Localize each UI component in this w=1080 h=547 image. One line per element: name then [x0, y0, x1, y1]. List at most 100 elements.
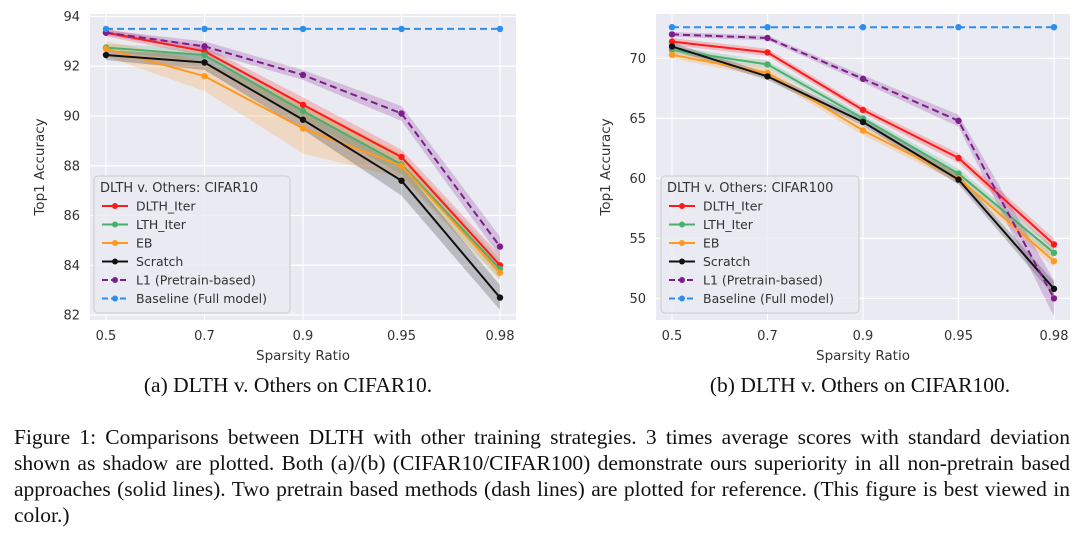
legend-title: DLTH v. Others: CIFAR10 — [100, 181, 258, 196]
data-point — [955, 176, 962, 183]
data-point — [764, 49, 771, 56]
x-tick-label: 0.95 — [387, 329, 416, 344]
data-point — [299, 71, 307, 79]
y-axis-label: Top1 Accuracy — [598, 118, 614, 216]
data-point — [1050, 258, 1058, 265]
x-tick-label: 0.7 — [757, 329, 778, 344]
chart-subtitle: (b) DLTH v. Others on CIFAR100. — [710, 373, 1010, 397]
x-tick-label: 0.98 — [486, 329, 515, 344]
data-point — [102, 45, 110, 53]
legend-marker — [679, 240, 685, 246]
chart-panel-b: 0.5 0.7 0.9 0.95 0.98 50 55 60 65 70 Sparsity Rati… — [598, 14, 1070, 397]
data-point — [764, 61, 771, 68]
x-tick-label: 0.7 — [194, 329, 215, 344]
y-tick-label: 88 — [63, 159, 80, 174]
data-point — [496, 294, 504, 301]
data-point — [496, 243, 504, 250]
legend-box — [660, 175, 860, 314]
chart-panel-a: 0.5 0.7 0.9 0.95 0.98 82 84 86 88 90 92 94 Sparsity … — [32, 10, 516, 397]
x-axis-label: Sparsity Ratio — [256, 348, 350, 364]
legend-label: EB — [703, 236, 719, 251]
data-point — [859, 106, 867, 114]
legend-label: Scratch — [703, 254, 750, 269]
data-point — [398, 153, 405, 161]
x-axis-label: Sparsity Ratio — [816, 348, 910, 364]
legend-label: DLTH_Iter — [703, 199, 763, 214]
legend-label: DLTH_Iter — [136, 199, 196, 214]
legend-marker — [112, 258, 118, 265]
data-point — [859, 118, 867, 126]
data-point — [764, 34, 771, 42]
y-tick-label: 50 — [629, 292, 646, 307]
data-point — [955, 117, 962, 125]
y-axis-label: Top1 Accuracy — [32, 118, 48, 216]
data-point — [102, 51, 110, 59]
x-tick-label: 0.5 — [96, 329, 117, 344]
legend-label: Baseline (Full model) — [136, 291, 267, 306]
y-tick-label: 86 — [63, 209, 80, 224]
legend: DLTH v. Others: CIFAR10 DLTH_Iter LTH_Iter… — [93, 175, 291, 314]
x-tick-label: 0.5 — [662, 329, 683, 344]
legend-marker — [679, 203, 685, 209]
data-point — [398, 110, 405, 117]
legend-label: LTH_Iter — [136, 217, 187, 232]
legend-marker — [112, 277, 118, 283]
x-tick-label: 0.9 — [293, 329, 314, 344]
data-point — [398, 162, 405, 169]
legend-marker — [679, 258, 685, 265]
data-point — [398, 25, 405, 33]
legend-marker — [112, 203, 118, 209]
data-point — [859, 24, 867, 31]
legend-label: Scratch — [136, 254, 183, 269]
data-point — [955, 24, 962, 31]
data-point — [764, 73, 771, 80]
legend-title: DLTH v. Others: CIFAR100 — [667, 181, 833, 196]
data-point — [668, 31, 676, 38]
legend-marker — [112, 295, 118, 302]
x-tick-label: 0.9 — [853, 329, 874, 344]
data-point — [201, 51, 208, 59]
legend-marker — [112, 221, 118, 228]
data-point — [955, 170, 962, 177]
legend-label: LTH_Iter — [703, 217, 754, 232]
legend-label: EB — [136, 236, 152, 251]
data-point — [1050, 24, 1058, 31]
legend-box — [93, 175, 291, 314]
y-tick-label: 90 — [63, 110, 80, 125]
data-point — [764, 24, 771, 31]
data-point — [496, 269, 504, 276]
y-tick-label: 82 — [63, 309, 80, 324]
data-point — [1050, 249, 1058, 256]
y-tick-label: 84 — [63, 259, 80, 274]
data-point — [1050, 285, 1058, 292]
legend-label: L1 (Pretrain-based) — [703, 273, 823, 288]
data-point — [955, 154, 962, 162]
legend-marker — [679, 295, 685, 302]
data-point — [299, 101, 307, 109]
data-point — [1050, 241, 1058, 248]
figure-canvas: 0.5 0.7 0.9 0.95 0.98 82 84 86 88 90 92 94 Sparsity … — [32, 10, 1070, 397]
data-point — [102, 25, 110, 33]
data-point — [201, 25, 208, 33]
std-band — [106, 41, 500, 281]
data-point — [299, 25, 307, 33]
y-tick-label: 92 — [63, 60, 80, 75]
y-tick-label: 70 — [629, 52, 646, 67]
data-point — [201, 59, 208, 66]
figure-caption: Figure 1: Comparisons between DLTH with … — [14, 425, 1070, 527]
x-tick-label: 0.95 — [944, 329, 973, 344]
data-point — [1050, 295, 1058, 302]
legend-marker — [679, 221, 685, 228]
data-point — [668, 51, 676, 58]
legend-label: Baseline (Full model) — [703, 291, 834, 306]
data-point — [201, 43, 208, 50]
x-tick-label: 0.98 — [1040, 329, 1069, 344]
legend: DLTH v. Others: CIFAR100 DLTH_Iter LTH_Ite… — [660, 175, 860, 314]
data-point — [859, 75, 867, 83]
data-point — [299, 125, 307, 132]
data-point — [398, 177, 405, 184]
data-point — [496, 25, 504, 33]
data-point — [299, 116, 307, 123]
data-point — [668, 43, 676, 50]
legend-marker — [112, 240, 118, 246]
